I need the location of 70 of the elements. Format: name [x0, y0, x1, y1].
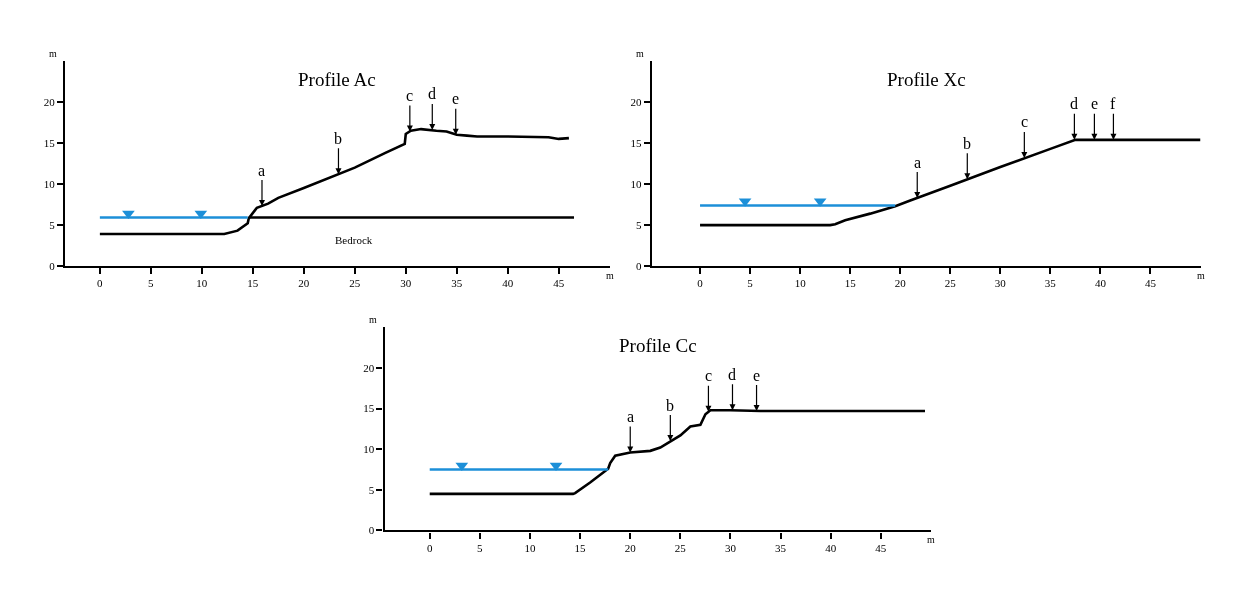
annotation: a [258, 162, 266, 179]
x-tick-label: 25 [349, 277, 361, 290]
annotation: b [334, 130, 342, 147]
y-tick-label: 15 [363, 402, 375, 415]
x-tick-label: 0 [426, 541, 433, 554]
x-axis-title: m [606, 270, 614, 281]
x-tick-label: 35 [451, 277, 463, 290]
x-tick-label: 45 [1144, 277, 1157, 290]
x-tick-label: 0 [97, 277, 104, 290]
y-tick-label: 20 [630, 96, 643, 109]
x-tick-label: 35 [775, 541, 787, 554]
annotation: d [1070, 95, 1078, 112]
y-tick-label: 15 [43, 136, 56, 149]
annotation: c [406, 87, 414, 104]
x-tick-label: 10 [524, 541, 536, 554]
annotation: e [1091, 95, 1099, 112]
annotation: e [452, 90, 460, 107]
x-tick-label: 40 [1094, 277, 1107, 290]
x-tick-label: 20 [894, 277, 907, 290]
y-tick-label: 0 [636, 259, 643, 272]
x-tick-label: 15 [574, 541, 587, 554]
y-tick-label: 10 [630, 177, 643, 190]
annotation: e [753, 367, 761, 384]
x-tick-label: 5 [747, 277, 754, 290]
x-axis-title: m [927, 534, 935, 545]
y-axis-title: m [636, 48, 644, 59]
annotation: a [914, 154, 922, 171]
y-tick-label: 5 [368, 483, 375, 496]
annotation: b [963, 135, 971, 152]
annotation: d [428, 85, 436, 102]
x-tick-label: 30 [400, 277, 412, 290]
x-tick-label: 15 [247, 277, 259, 290]
x-tick-label: 5 [148, 277, 155, 290]
chart-title: Profile Xc [887, 69, 966, 90]
annotation: a [627, 408, 635, 425]
annotation: d [728, 366, 736, 383]
x-tick-label: 40 [502, 277, 514, 290]
x-tick-label: 10 [196, 277, 208, 290]
x-tick-label: 5 [477, 541, 484, 554]
x-tick-label: 45 [553, 277, 565, 290]
y-tick-label: 5 [49, 218, 56, 231]
y-tick-label: 20 [43, 95, 56, 108]
annotation: f [1110, 95, 1116, 112]
x-tick-label: 10 [794, 277, 807, 290]
x-tick-label: 35 [1044, 277, 1057, 290]
annotation: b [666, 397, 674, 414]
x-tick-label: 0 [697, 277, 704, 290]
x-axis-title: m [1197, 270, 1205, 281]
y-axis-title: m [49, 48, 57, 59]
x-tick-label: 25 [944, 277, 957, 290]
x-tick-label: 30 [994, 277, 1007, 290]
x-tick-label: 20 [298, 277, 310, 290]
y-tick-label: 10 [363, 443, 375, 456]
annotation: c [705, 367, 713, 384]
y-tick-label: 0 [368, 524, 375, 537]
annotation: c [1021, 113, 1029, 130]
x-tick-label: 15 [844, 277, 857, 290]
chart-title: Profile Cc [619, 335, 697, 356]
x-tick-label: 45 [875, 541, 887, 554]
chart-title: Profile Ac [298, 69, 376, 90]
y-tick-label: 15 [630, 137, 643, 149]
annotation: Bedrock [335, 234, 373, 246]
y-axis-title: m [369, 314, 377, 325]
y-tick-label: 20 [363, 361, 375, 374]
x-tick-label: 25 [674, 541, 687, 554]
x-tick-label: 40 [825, 541, 837, 554]
y-tick-label: 10 [43, 177, 56, 190]
y-tick-label: 0 [49, 259, 56, 272]
y-tick-label: 5 [636, 218, 643, 231]
x-tick-label: 30 [724, 541, 737, 554]
